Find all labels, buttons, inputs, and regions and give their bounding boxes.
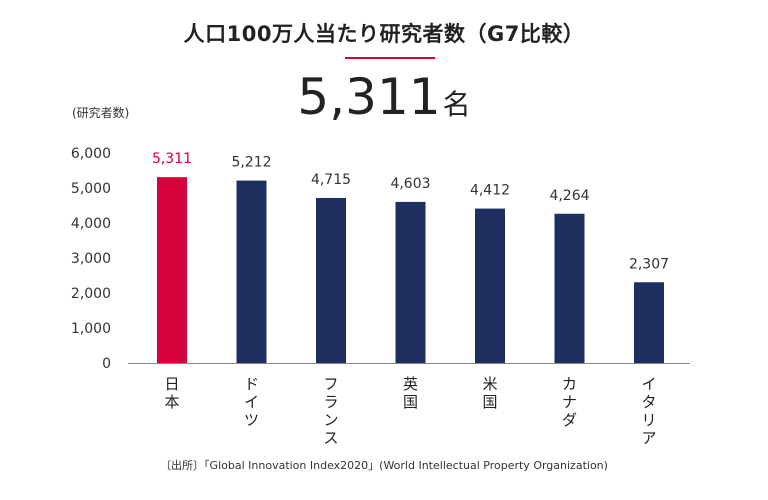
value-labels: 5,311 5,212 4,715 4,603 4,412 4,264 2,307 bbox=[152, 151, 669, 272]
data-label: 4,412 bbox=[470, 183, 510, 199]
chart-title: 人口100万人当たり研究者数（G7比較） bbox=[183, 22, 585, 46]
x-tick-label: 米国 bbox=[482, 375, 497, 411]
y-tick-label: 6,000 bbox=[71, 146, 111, 162]
x-tick-label: イタリア bbox=[641, 375, 656, 447]
data-label: 5,212 bbox=[231, 155, 271, 171]
headline-unit: 名 bbox=[442, 88, 471, 121]
data-label: 5,311 bbox=[152, 151, 192, 167]
bar bbox=[395, 201, 426, 363]
data-label: 4,603 bbox=[390, 176, 430, 192]
source-note: 〔出所〕「Global Innovation Index2020」(World … bbox=[160, 459, 608, 472]
x-tick-label: ドイツ bbox=[244, 375, 259, 429]
bar bbox=[554, 213, 585, 363]
bar bbox=[236, 180, 267, 363]
headline-value: 5,311 bbox=[297, 68, 441, 126]
title-underline bbox=[345, 57, 435, 59]
x-tick-label: 日本 bbox=[164, 375, 179, 411]
y-axis-ticks: 0 1,000 2,000 3,000 4,000 5,000 6,000 bbox=[71, 146, 111, 372]
bar bbox=[316, 197, 346, 363]
y-tick-label: 2,000 bbox=[71, 286, 111, 302]
data-label: 2,307 bbox=[629, 256, 669, 272]
y-axis-label: (研究者数) bbox=[72, 106, 130, 120]
x-tick-label: 英国 bbox=[403, 375, 418, 411]
x-tick-label: カナダ bbox=[562, 375, 577, 429]
data-label: 4,264 bbox=[549, 188, 589, 204]
y-tick-label: 1,000 bbox=[71, 321, 111, 337]
y-tick-label: 5,000 bbox=[71, 181, 111, 197]
data-label: 4,715 bbox=[311, 172, 351, 188]
bar bbox=[157, 177, 187, 363]
y-tick-label: 0 bbox=[102, 356, 111, 372]
y-tick-label: 3,000 bbox=[71, 251, 111, 267]
bar bbox=[475, 208, 505, 363]
headline: 5,311名 bbox=[0, 68, 768, 126]
y-tick-label: 4,000 bbox=[71, 216, 111, 232]
x-tick-label: フランス bbox=[323, 375, 338, 447]
x-axis-labels: 日本 ドイツ フランス 英国 米国 カナダ イタリア bbox=[164, 375, 656, 447]
bar bbox=[634, 282, 664, 363]
bars bbox=[157, 177, 664, 363]
